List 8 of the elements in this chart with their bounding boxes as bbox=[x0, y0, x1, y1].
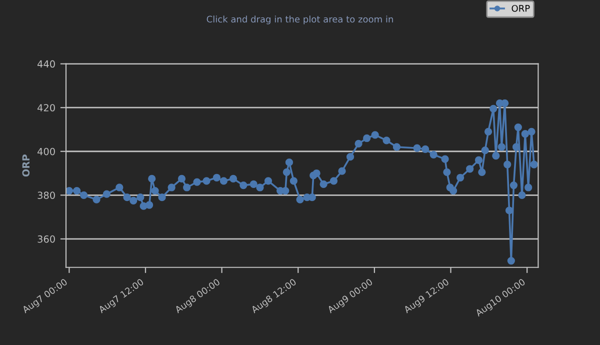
y-axis-title: ORP bbox=[22, 154, 30, 177]
y-tick-label: 360 bbox=[38, 235, 55, 243]
chart-subtitle: Click and drag in the plot area to zoom in bbox=[206, 16, 393, 24]
y-tick-label: 440 bbox=[38, 60, 55, 68]
y-tick-label: 420 bbox=[38, 104, 55, 112]
legend-label: ORP bbox=[512, 4, 530, 12]
y-tick-label: 380 bbox=[38, 192, 55, 199]
y-tick-label: 400 bbox=[38, 148, 55, 156]
